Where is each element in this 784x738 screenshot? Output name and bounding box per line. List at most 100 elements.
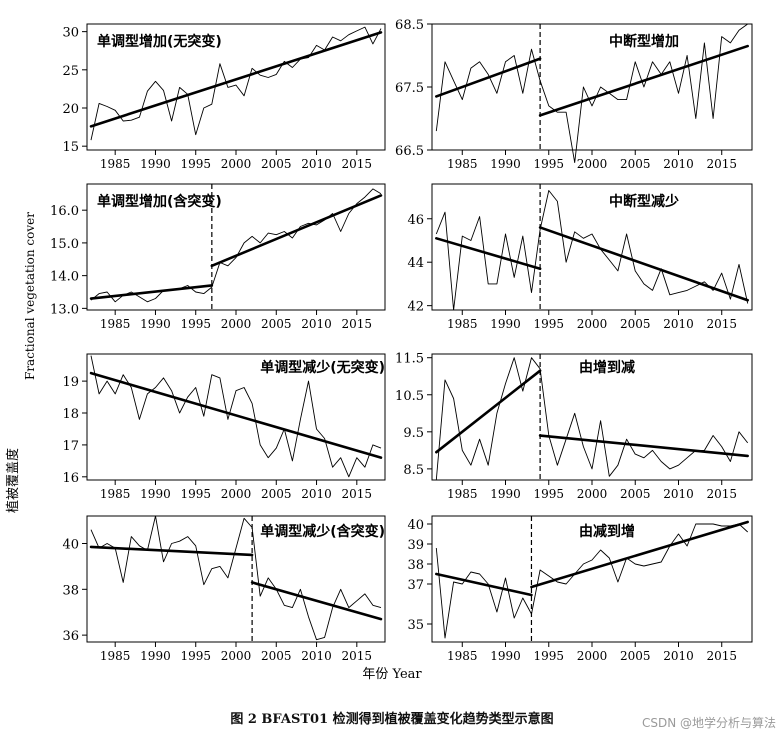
panel-7-xtick-label-5: 2010 xyxy=(301,649,332,663)
panel-1-xtick-label-5: 2010 xyxy=(301,157,332,171)
panel-6-title: 由增到减 xyxy=(579,359,635,376)
panel-4-ytick-label-2: 46 xyxy=(407,213,424,228)
panel-1-trend-1 xyxy=(89,31,383,128)
panel-6-xtick-label-6: 2015 xyxy=(706,487,737,501)
panel-3-xtick-label-1: 1990 xyxy=(140,317,171,331)
y-axis-label-english: Fractional vegetation cover xyxy=(23,212,37,380)
panel-2-xtick-label-4: 2005 xyxy=(620,157,651,171)
panel-4-xtick-label-3: 2000 xyxy=(577,317,608,331)
panel-3-ytick-label-0: 13.0 xyxy=(50,302,79,317)
panel-8-trend-2 xyxy=(530,520,749,589)
panel-4-trend-1 xyxy=(435,237,542,271)
panel-7-xtick-label-4: 2005 xyxy=(261,649,292,663)
panel-1-title: 单调型增加(无突变) xyxy=(97,33,222,50)
panel-7-xtick-label-6: 2015 xyxy=(342,649,373,663)
panel-8-ytick-label-0: 35 xyxy=(407,618,424,633)
panel-4-xtick-label-4: 2005 xyxy=(620,317,651,331)
panel-4-ytick-label-0: 42 xyxy=(407,300,424,315)
panel-3-title: 单调型增加(含突变) xyxy=(97,193,222,210)
panel-7-ytick-label-0: 36 xyxy=(62,629,79,644)
panel-5-xtick-label-0: 1985 xyxy=(100,487,131,501)
y-axis-label-chinese: 植被覆盖度 xyxy=(6,447,21,513)
panel-3-ytick-label-3: 16.0 xyxy=(50,204,79,219)
panel-5-xtick-label-1: 1990 xyxy=(140,487,171,501)
panel-8-xtick-label-6: 2015 xyxy=(706,649,737,663)
panel-8-xtick-label-2: 1995 xyxy=(533,649,564,663)
panel-1-xtick-label-6: 2015 xyxy=(342,157,373,171)
panel-1-ytick-label-1: 20 xyxy=(62,102,79,117)
panel-4-xtick-label-0: 1985 xyxy=(447,317,478,331)
panel-8-ytick-label-1: 37 xyxy=(407,578,424,593)
panel-2-trend-2 xyxy=(538,44,749,117)
panel-5-ytick-label-3: 19 xyxy=(62,375,79,390)
panel-1-ytick-label-2: 25 xyxy=(62,64,79,79)
panel-2-xtick-label-5: 2010 xyxy=(663,157,694,171)
panel-7-xtick-label-1: 1990 xyxy=(140,649,171,663)
panel-5-series-line xyxy=(90,355,382,478)
panel-6-ytick-label-1: 9.5 xyxy=(403,426,424,441)
panel-8-xtick-label-3: 2000 xyxy=(577,649,608,663)
panel-3-xtick-label-2: 1995 xyxy=(180,317,211,331)
panel-1-series-line xyxy=(90,26,382,141)
figure-caption: 图 2 BFAST01 检测得到植被覆盖变化趋势类型示意图 xyxy=(230,712,554,727)
panel-2-ytick-label-1: 67.5 xyxy=(395,81,424,96)
panel-4-xtick-label-6: 2015 xyxy=(706,317,737,331)
panel-5-ytick-label-2: 18 xyxy=(62,407,79,422)
panel-3-ytick-label-1: 14.0 xyxy=(50,270,79,285)
panel-7-xtick-label-0: 1985 xyxy=(100,649,131,663)
panel-7-ytick-label-1: 38 xyxy=(62,583,79,598)
panel-4-xtick-label-1: 1990 xyxy=(490,317,521,331)
panel-6-xtick-label-2: 1995 xyxy=(533,487,564,501)
panel-8-ytick-label-3: 39 xyxy=(407,538,424,553)
panel-6-series-line xyxy=(435,357,749,481)
panel-4-xtick-label-2: 1995 xyxy=(533,317,564,331)
panel-2-xtick-label-0: 1985 xyxy=(447,157,478,171)
panel-2-xtick-label-2: 1995 xyxy=(533,157,564,171)
panel-4-xtick-label-5: 2010 xyxy=(663,317,694,331)
panel-7-ytick-label-2: 40 xyxy=(62,537,79,552)
panel-1-xtick-label-1: 1990 xyxy=(140,157,171,171)
panel-7-title: 单调型减少(含突变) xyxy=(260,523,385,540)
panel-6-xtick-label-5: 2010 xyxy=(663,487,694,501)
panel-3-xtick-label-4: 2005 xyxy=(261,317,292,331)
panel-6-xtick-label-0: 1985 xyxy=(447,487,478,501)
panel-7-trend-2 xyxy=(250,581,383,621)
panel-2-title: 中断型增加 xyxy=(609,33,679,50)
panel-6-ytick-label-3: 11.5 xyxy=(395,352,424,367)
panel-3-trend-1 xyxy=(89,284,214,300)
panel-6-xtick-label-3: 2000 xyxy=(577,487,608,501)
panel-3-xtick-label-0: 1985 xyxy=(100,317,131,331)
panel-4-series-line xyxy=(435,190,749,311)
panel-3-xtick-label-6: 2015 xyxy=(342,317,373,331)
panel-1-xtick-label-3: 2000 xyxy=(221,157,252,171)
panel-5-xtick-label-6: 2015 xyxy=(342,487,373,501)
panel-6-xtick-label-4: 2005 xyxy=(620,487,651,501)
panel-6-ytick-label-2: 10.5 xyxy=(395,389,424,404)
panel-3-ytick-label-2: 15.0 xyxy=(50,237,79,252)
panel-1-xtick-label-4: 2005 xyxy=(261,157,292,171)
panel-8-xtick-label-4: 2005 xyxy=(620,649,651,663)
panel-5-title: 单调型减少(无突变) xyxy=(260,359,385,376)
panel-5-xtick-label-5: 2010 xyxy=(301,487,332,501)
panel-6-trend-2 xyxy=(538,434,749,458)
panel-2-series-line xyxy=(435,23,748,164)
panel-5-ytick-label-1: 17 xyxy=(62,439,79,454)
panel-6-trend-1 xyxy=(435,369,542,454)
panel-4-title: 中断型减少 xyxy=(609,193,679,210)
panel-7-xtick-label-3: 2000 xyxy=(221,649,252,663)
panel-6-xtick-label-1: 1990 xyxy=(490,487,521,501)
watermark: CSDN @地学分析与算法 xyxy=(641,716,776,730)
panel-5-xtick-label-3: 2000 xyxy=(221,487,252,501)
panel-2-ytick-label-2: 68.5 xyxy=(395,18,424,33)
panel-1-ytick-label-3: 30 xyxy=(62,26,79,41)
panel-1-ytick-label-0: 15 xyxy=(62,140,79,155)
panel-2-xtick-label-6: 2015 xyxy=(706,157,737,171)
panel-3-trend-2 xyxy=(210,194,383,268)
panel-5-xtick-label-2: 1995 xyxy=(180,487,211,501)
panel-8-xtick-label-0: 1985 xyxy=(447,649,478,663)
panel-1-xtick-label-2: 1995 xyxy=(180,157,211,171)
panel-3-xtick-label-5: 2010 xyxy=(301,317,332,331)
panel-8-ytick-label-2: 38 xyxy=(407,558,424,573)
panel-8-xtick-label-1: 1990 xyxy=(490,649,521,663)
